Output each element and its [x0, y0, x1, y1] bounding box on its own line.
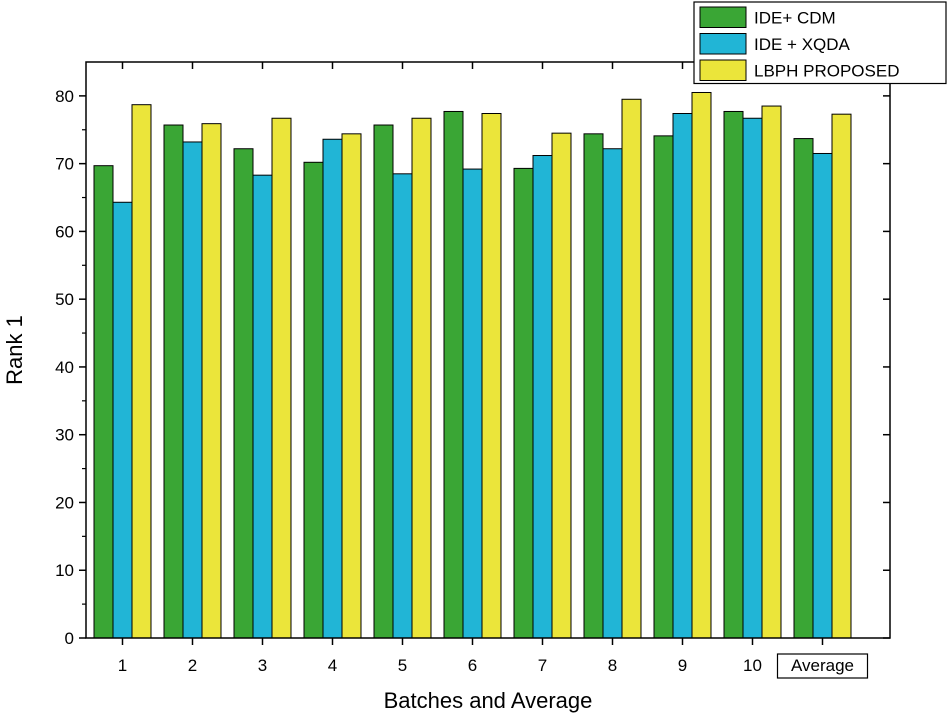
bar-ide-cdm-2	[163, 124, 184, 639]
y-axis-ticks: 0 10 20 30 40 50 60 70 80	[55, 87, 890, 648]
bar-ide-xqda-3	[252, 174, 273, 639]
y-tick-label: 30	[55, 426, 74, 445]
legend: IDE+ CDM IDE + XQDA LBPH PROPOSED	[693, 1, 947, 85]
legend-label: IDE + XQDA	[754, 35, 851, 54]
bar-lbph-proposed-4	[341, 133, 362, 639]
y-tick-label: 20	[55, 493, 74, 512]
bar-ide-xqda-5	[392, 173, 413, 639]
bar-lbph-proposed-1	[131, 104, 152, 639]
x-tick-label: 4	[328, 656, 337, 675]
x-tick-label: 1	[118, 656, 127, 675]
bar-lbph-proposed-2	[201, 123, 222, 639]
bar-ide-xqda-average	[812, 152, 833, 639]
x-tick-label: 5	[398, 656, 407, 675]
x-tick-label: 9	[678, 656, 687, 675]
bar-ide-cdm-5	[373, 124, 394, 639]
bar-lbph-proposed-6	[481, 113, 502, 639]
x-tick-label: 7	[538, 656, 547, 675]
plot-frame	[85, 61, 891, 639]
bar-ide-cdm-8	[583, 133, 604, 639]
bar-lbph-proposed-average	[831, 113, 852, 639]
bar-ide-cdm-3	[233, 148, 254, 639]
bar-lbph-proposed-3	[271, 117, 292, 639]
x-tick-label: 2	[188, 656, 197, 675]
bar-ide-cdm-9	[653, 135, 674, 639]
y-tick-label: 60	[55, 222, 74, 241]
x-tick-label: Average	[791, 656, 854, 675]
bar-lbph-proposed-8	[621, 98, 642, 639]
bar-lbph-proposed-5	[411, 117, 432, 639]
bar-ide-cdm-10	[723, 110, 744, 639]
bar-ide-xqda-9	[672, 113, 693, 639]
x-tick-label: 8	[608, 656, 617, 675]
legend-label: IDE+ CDM	[754, 8, 836, 27]
x-tick-label-box	[776, 653, 869, 679]
bar-ide-xqda-10	[742, 117, 763, 639]
bar-lbph-proposed-9	[691, 91, 712, 639]
bar-ide-cdm-4	[303, 161, 324, 639]
bar-ide-xqda-8	[602, 148, 623, 639]
bar-ide-cdm-1	[93, 165, 114, 639]
y-tick-label: 50	[55, 290, 74, 309]
y-tick-label: 70	[55, 155, 74, 174]
bar-ide-xqda-1	[112, 201, 133, 639]
axes-layer	[85, 61, 891, 639]
bars-layer	[93, 91, 852, 639]
legend-swatch	[699, 6, 747, 28]
y-tick-label: 10	[55, 561, 74, 580]
x-tick-label: 6	[468, 656, 477, 675]
y-tick-label: 40	[55, 358, 74, 377]
y-axis-title: Rank 1	[2, 315, 27, 385]
x-tick-label: 10	[743, 656, 762, 675]
x-axis-title: Batches and Average	[384, 688, 593, 713]
legend-label: LBPH PROPOSED	[754, 61, 900, 80]
legend-swatch	[699, 33, 747, 55]
bar-ide-cdm-6	[443, 110, 464, 639]
bar-ide-cdm-average	[793, 138, 814, 639]
bar-ide-cdm-7	[513, 167, 534, 639]
bar-lbph-proposed-10	[761, 105, 782, 639]
bar-ide-xqda-6	[462, 168, 483, 639]
bar-ide-xqda-7	[532, 155, 553, 639]
bar-lbph-proposed-7	[551, 132, 572, 639]
bar-ide-xqda-4	[322, 138, 343, 639]
y-tick-label: 0	[65, 629, 74, 648]
y-tick-label: 80	[55, 87, 74, 106]
x-tick-label: 3	[258, 656, 267, 675]
legend-swatch	[699, 59, 747, 81]
bar-ide-xqda-2	[182, 141, 203, 639]
x-axis-ticks: 1 2 3 4 5 6 7 8 9 10 Average	[118, 62, 869, 679]
